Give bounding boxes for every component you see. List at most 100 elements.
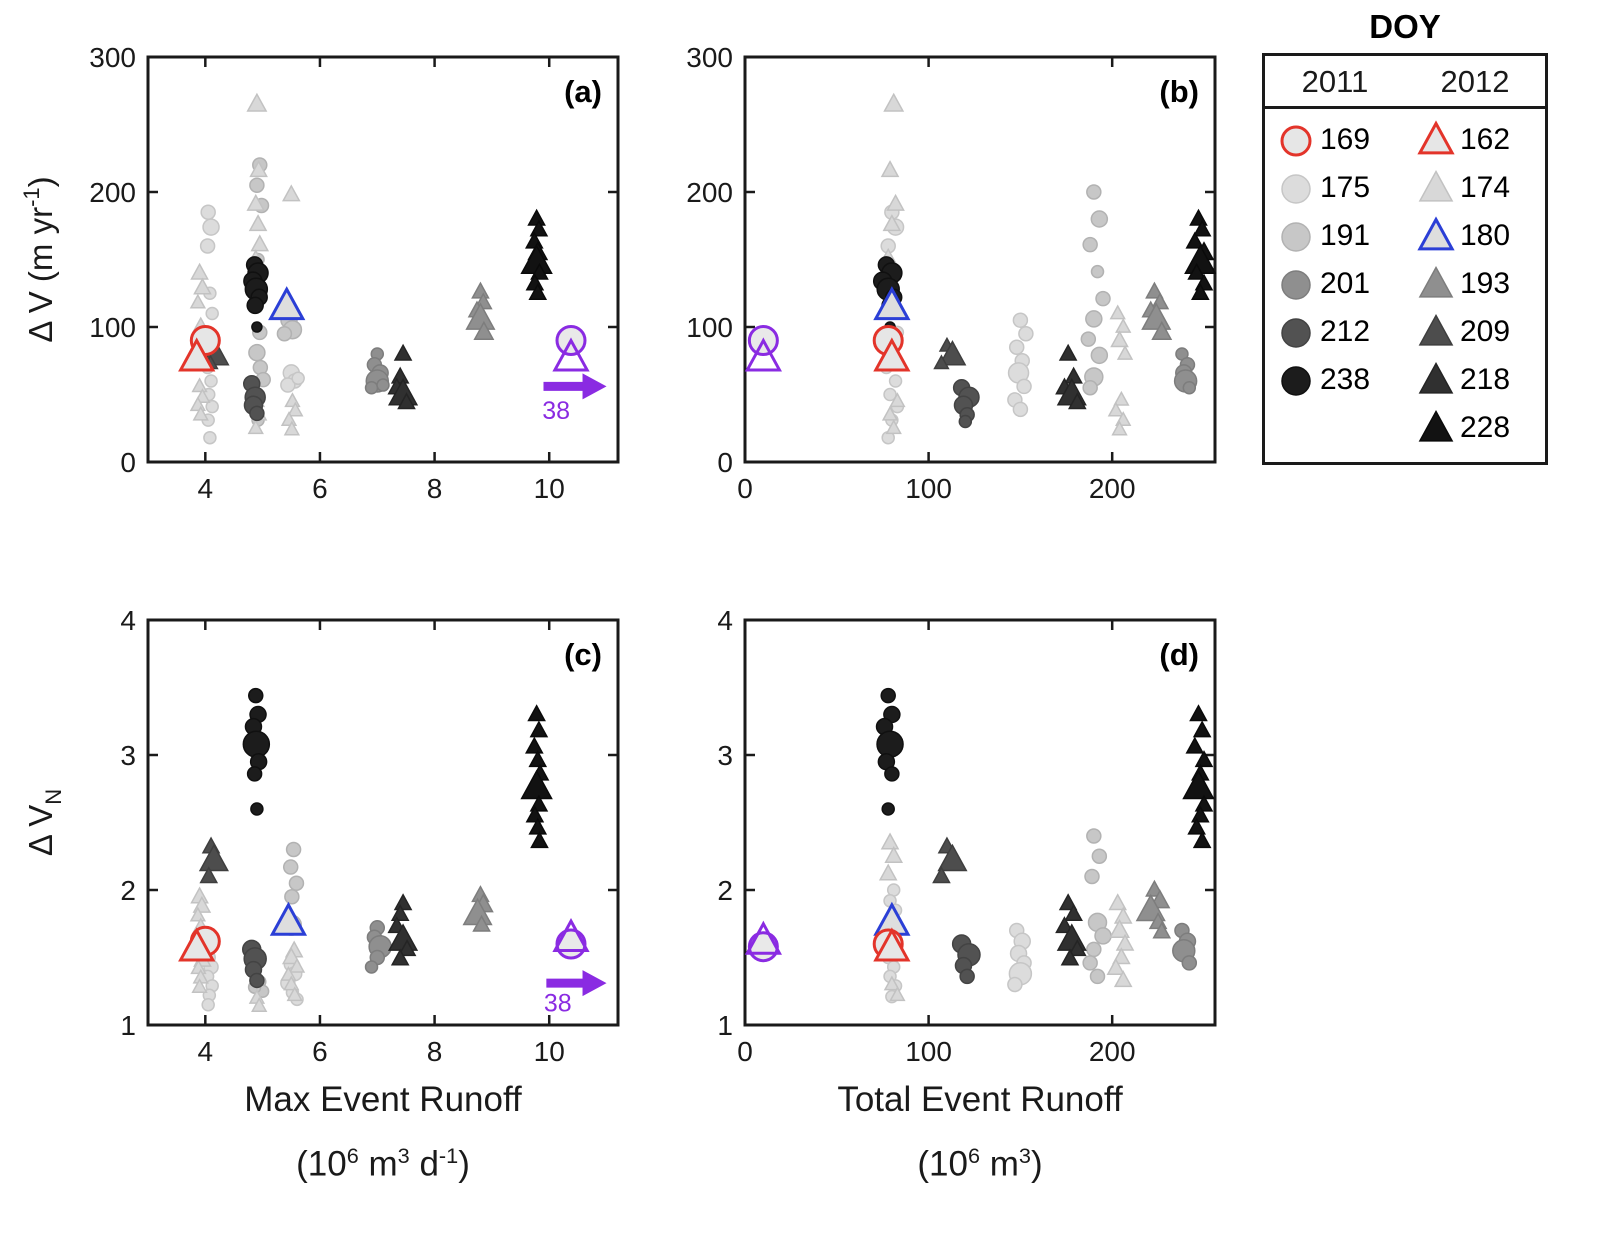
scatter-point-triangle: [1115, 317, 1132, 333]
scatter-point-triangle: [1113, 390, 1130, 406]
scatter-point-triangle: [199, 866, 219, 884]
scatter-point-triangle: [1141, 302, 1172, 330]
scatter-point-circle: [1095, 290, 1111, 307]
scatter-point-triangle: [880, 160, 900, 178]
scatter-point-triangle: [269, 901, 308, 936]
plot-box: [146, 618, 620, 1027]
x-tick-label: 100: [905, 473, 952, 504]
scatter-point-triangle: [1192, 831, 1212, 849]
scatter-point-triangle: [193, 277, 212, 295]
legend-item-label: 209: [1460, 315, 1511, 348]
xaxis-title-total-event-runoff: Total Event Runoff (106 m3): [730, 1072, 1230, 1193]
legend-item-162: 162: [1405, 116, 1545, 164]
text-segment: -1: [438, 1143, 459, 1168]
scatter-point-circle: [959, 968, 975, 985]
scatter-point-triangle: [178, 927, 216, 962]
panel-letter: (d): [1159, 637, 1199, 672]
legend-item-180: 180: [1405, 212, 1545, 260]
scatter-point-circle: [205, 399, 219, 414]
scatter-point-triangle: [1055, 916, 1074, 934]
legend-item-label: 228: [1460, 411, 1511, 444]
x-tick-label: 10: [534, 473, 565, 504]
scatter-point-triangle: [744, 337, 782, 372]
scatter-point-triangle: [390, 903, 410, 921]
scatter-point-triangle: [1067, 392, 1087, 410]
y-tick-label: 4: [717, 605, 733, 636]
scatter-point-triangle: [528, 282, 548, 300]
scatter-point-circle: [199, 238, 216, 254]
scatter-point-circle: [1091, 848, 1108, 864]
scatter-point-triangle: [1116, 344, 1134, 360]
scatter-point-triangle: [520, 769, 553, 800]
scatter-point-triangle: [889, 392, 906, 408]
legend-item-label: 169: [1320, 123, 1371, 156]
scatter-point-circle: [747, 931, 779, 963]
legend-marker-t180: [1417, 216, 1455, 251]
scatter-point-triangle: [251, 997, 268, 1012]
legend-swatch-circle: [1281, 270, 1311, 300]
scatter-point-triangle: [1106, 957, 1126, 975]
scatter-point-triangle: [1151, 320, 1173, 340]
scatter-point-triangle: [190, 262, 209, 280]
scatter-point-circle: [248, 687, 264, 704]
scatter-point-circle: [1082, 380, 1098, 396]
scatter-point-triangle: [525, 736, 544, 754]
scatter-point-triangle: [1067, 939, 1087, 957]
scatter-point-triangle: [885, 419, 902, 435]
scatter-point-circle: [284, 889, 300, 905]
plot-box: [743, 618, 1217, 1027]
legend-item-193: 193: [1405, 260, 1545, 308]
legend-header-2011: 2011: [1301, 64, 1369, 99]
scatter-point-circle: [249, 405, 265, 422]
scatter-point-circle: [1084, 868, 1100, 885]
scatter-point-triangle: [1108, 893, 1128, 911]
legend-item-212: 212: [1265, 308, 1405, 356]
legend-swatch-circle: [1280, 125, 1312, 157]
legend-marker-t209: [1418, 313, 1454, 346]
legend-item-238: 238: [1265, 356, 1405, 404]
scatter-point-triangle: [1192, 219, 1212, 237]
legend-marker-c191: [1281, 222, 1311, 252]
legend-item-label: 193: [1460, 267, 1511, 300]
legend-marker-c238: [1281, 366, 1311, 396]
legend-column-2012: 162 174 180 193 209 218 228: [1405, 116, 1545, 452]
text-segment: d: [409, 1144, 439, 1184]
y-tick-label: 300: [686, 42, 733, 73]
x-tick-label: 4: [198, 473, 214, 504]
scatter-point-circle: [285, 841, 302, 858]
scatter-point-circle: [888, 374, 903, 388]
legend-item-209: 209: [1405, 308, 1545, 356]
scatter-point-triangle: [552, 917, 590, 952]
scatter-point-triangle: [1145, 281, 1164, 299]
legend-marker-c201: [1281, 270, 1311, 300]
text-segment: ): [1030, 1144, 1043, 1184]
y-tick-label: 2: [717, 875, 733, 906]
y-tick-label: 3: [120, 740, 136, 771]
legend-column-2011: 169 175 191 201 212 238: [1265, 116, 1405, 452]
scatter-point-triangle: [281, 947, 301, 965]
scatter-point-circle: [202, 218, 220, 236]
legend-item-201: 201: [1265, 260, 1405, 308]
scatter-point-triangle: [1194, 750, 1214, 768]
scatter-point-triangle: [1185, 231, 1205, 249]
text-segment: m: [980, 1144, 1019, 1184]
scatter-point-circle: [249, 177, 265, 193]
scatter-point-triangle: [246, 193, 266, 211]
legend-item-label: 238: [1320, 363, 1371, 396]
scatter-point-circle: [1012, 312, 1029, 328]
scatter-point-circle: [200, 204, 216, 220]
legend-item-label: 218: [1460, 363, 1511, 396]
y-tick-label: 0: [120, 447, 136, 478]
scatter-point-triangle: [1112, 947, 1131, 965]
scatter-point-triangle: [529, 720, 549, 738]
legend-item-169: 169: [1265, 116, 1405, 164]
scatter-point-circle: [364, 960, 379, 974]
scatter-point-circle: [1008, 339, 1025, 355]
scatter-point-circle: [1086, 184, 1102, 200]
y-tick-label: 100: [89, 312, 136, 343]
scatter-point-triangle: [873, 337, 911, 372]
scatter-point-circle: [249, 972, 265, 989]
scatter-point-triangle: [393, 343, 413, 361]
scatter-point-circle: [203, 430, 217, 445]
scatter-point-triangle: [883, 975, 901, 991]
